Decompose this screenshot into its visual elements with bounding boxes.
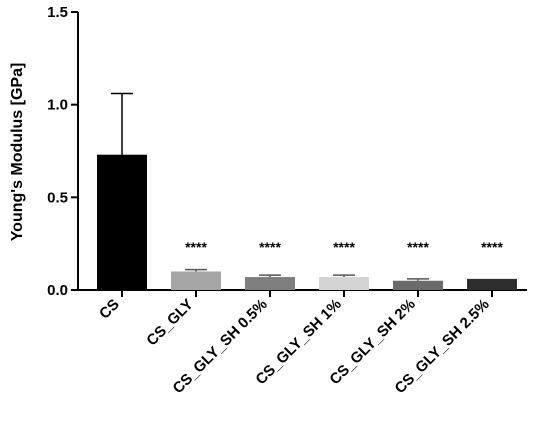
significance-label: **** [333,239,355,255]
bar [467,278,517,290]
significance-label: **** [185,239,207,255]
y-axis-title: Young's Modulus [GPa] [9,63,26,242]
plot-area: 0.00.51.01.5CS CS_GLY****CS_GLY_SH 0.5%**… [47,4,527,397]
bar [97,154,147,290]
x-tick-label: CS_GLY [143,296,196,349]
significance-label: **** [407,239,429,255]
y-tick-label: 1.0 [47,97,68,114]
bar [245,277,295,290]
y-tick-label: 0.5 [47,189,68,206]
y-tick-label: 0.0 [47,282,68,299]
bar [171,271,221,290]
bar [319,277,369,290]
significance-label: **** [259,239,281,255]
x-tick-label: CS [96,296,123,323]
bar [393,280,443,290]
significance-label: **** [481,239,503,255]
y-tick-label: 1.5 [47,4,68,21]
